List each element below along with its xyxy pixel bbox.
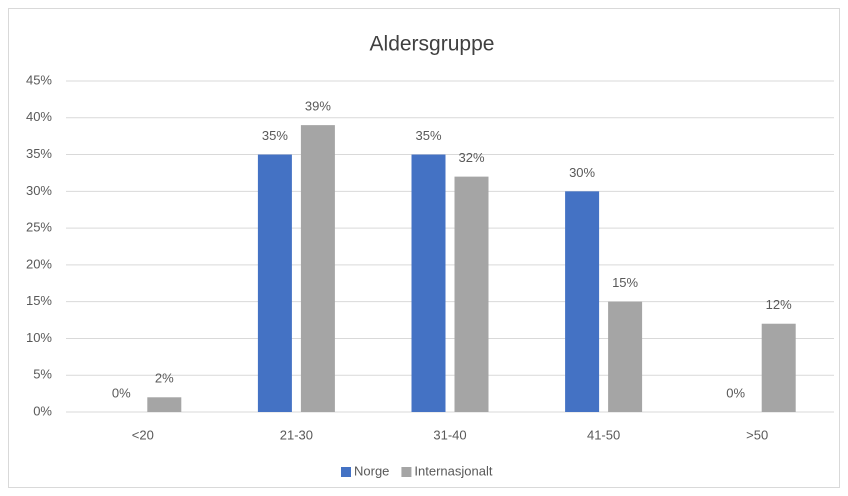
bar [454,176,489,412]
legend-swatch [401,467,412,477]
bar [257,154,292,413]
data-label: 35% [262,128,288,143]
y-tick-label: 10% [26,330,52,345]
data-label: 2% [155,371,174,386]
legend-swatch [341,467,351,477]
x-tick-label: 31-40 [433,427,466,442]
x-tick-label: >50 [746,427,768,442]
legend-label: Internasjonalt [414,463,492,478]
data-label: 12% [766,297,792,312]
y-tick-label: 40% [26,109,52,124]
bar [608,301,643,412]
y-tick-label: 30% [26,183,52,198]
y-tick-label: 5% [33,367,52,382]
bar [147,397,182,412]
x-tick-label: 41-50 [587,427,620,442]
bar [565,191,600,412]
data-label: 30% [569,165,595,180]
y-tick-label: 45% [26,72,52,87]
y-tick-label: 15% [26,293,52,308]
bar [300,125,335,412]
legend-label: Norge [354,463,389,478]
data-label: 39% [305,99,331,114]
y-tick-label: 35% [26,146,52,161]
y-tick-label: 25% [26,220,52,235]
y-tick-label: 0% [33,403,52,418]
data-label: 32% [458,150,484,165]
x-tick-label: 21-30 [280,427,313,442]
y-tick-label: 20% [26,256,52,271]
data-label: 15% [612,275,638,290]
x-tick-label: <20 [132,427,154,442]
chart-title: Aldersgruppe [370,33,495,56]
data-label: 35% [415,128,441,143]
data-label: 0% [112,385,131,400]
bar [411,154,446,413]
bar [761,323,796,412]
data-label: 0% [726,385,745,400]
